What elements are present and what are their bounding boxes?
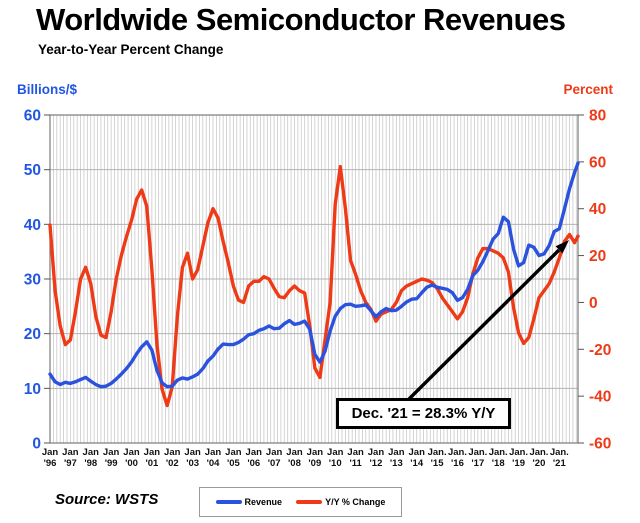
annotation-text: Dec. '21 = 28.3% Y/Y — [351, 405, 496, 422]
svg-text:'19: '19 — [512, 458, 525, 469]
x-axis-labels: Jan'96Jan'97Jan'98Jan'99Jan'00Jan'01Jan'… — [42, 447, 569, 469]
svg-text:60: 60 — [24, 108, 41, 125]
svg-text:60: 60 — [589, 154, 606, 171]
source-credit: Source: WSTS — [55, 491, 159, 508]
svg-text:Jan.: Jan. — [509, 447, 528, 458]
svg-text:'10: '10 — [329, 458, 342, 469]
svg-text:'04: '04 — [207, 458, 221, 469]
svg-text:'02: '02 — [166, 458, 179, 469]
svg-text:Jan: Jan — [103, 447, 120, 458]
svg-text:40: 40 — [589, 201, 606, 218]
legend-item-revenue: Revenue — [215, 497, 283, 507]
svg-text:Jan: Jan — [368, 447, 385, 458]
revenue-line — [48, 161, 580, 389]
svg-text:Jan.: Jan. — [428, 447, 447, 458]
svg-text:30: 30 — [24, 272, 41, 289]
svg-text:'08: '08 — [288, 458, 301, 469]
svg-text:'98: '98 — [84, 458, 97, 469]
svg-text:50: 50 — [24, 162, 41, 179]
svg-text:'13: '13 — [390, 458, 403, 469]
svg-text:'96: '96 — [44, 458, 57, 469]
svg-text:'06: '06 — [247, 458, 260, 469]
svg-text:20: 20 — [24, 326, 41, 343]
svg-text:0: 0 — [589, 295, 598, 312]
svg-text:20: 20 — [589, 248, 606, 265]
svg-text:'05: '05 — [227, 458, 241, 469]
svg-text:'03: '03 — [186, 458, 199, 469]
legend-item-yoy: Y/Y % Change — [296, 497, 385, 507]
svg-text:-60: -60 — [589, 436, 611, 453]
svg-text:Jan: Jan — [123, 447, 140, 458]
svg-text:'00: '00 — [125, 458, 138, 469]
svg-text:Jan.: Jan. — [448, 447, 467, 458]
yoy-line — [48, 164, 580, 408]
svg-text:Jan: Jan — [327, 447, 344, 458]
svg-text:'16: '16 — [451, 458, 464, 469]
svg-text:Jan.: Jan. — [550, 447, 569, 458]
svg-text:'20: '20 — [533, 458, 546, 469]
right-axis-tick-labels: -60 -40 -20 0 20 40 60 80 — [589, 108, 611, 453]
svg-text:Jan: Jan — [347, 447, 364, 458]
svg-text:'11: '11 — [349, 458, 362, 469]
annotation-arrow — [407, 240, 569, 401]
svg-text:Jan: Jan — [225, 447, 242, 458]
yoy-legend-label: Y/Y % Change — [325, 497, 386, 507]
svg-text:Jan: Jan — [388, 447, 405, 458]
svg-text:0: 0 — [32, 436, 41, 453]
svg-text:'14: '14 — [410, 458, 424, 469]
chart-title: Worldwide Semiconductor Revenues — [36, 2, 566, 37]
svg-text:'12: '12 — [370, 458, 383, 469]
svg-text:80: 80 — [589, 108, 606, 125]
svg-text:Jan: Jan — [144, 447, 161, 458]
svg-text:'17: '17 — [471, 458, 484, 469]
svg-text:'99: '99 — [105, 458, 118, 469]
right-axis-caption: Percent — [563, 82, 613, 97]
svg-text:10: 10 — [24, 381, 41, 398]
svg-text:Jan: Jan — [164, 447, 181, 458]
left-axis-tick-labels: 0 10 20 30 40 50 60 — [24, 108, 41, 453]
svg-text:'01: '01 — [145, 458, 159, 469]
left-axis-caption: Billions/$ — [17, 82, 78, 97]
svg-text:Jan: Jan — [205, 447, 222, 458]
horizontal-gridlines — [50, 169, 578, 389]
revenue-legend-label: Revenue — [244, 497, 283, 507]
svg-text:Jan: Jan — [286, 447, 303, 458]
svg-text:'15: '15 — [431, 458, 445, 469]
svg-text:-20: -20 — [589, 342, 611, 359]
svg-text:Jan: Jan — [409, 447, 426, 458]
svg-text:'97: '97 — [64, 458, 77, 469]
svg-text:Jan: Jan — [62, 447, 79, 458]
svg-text:'07: '07 — [268, 458, 281, 469]
chart-subtitle: Year-to-Year Percent Change — [38, 42, 224, 57]
svg-text:40: 40 — [24, 217, 41, 234]
svg-text:Jan: Jan — [83, 447, 100, 458]
legend: Revenue Y/Y % Change — [199, 487, 402, 517]
svg-text:Jan.: Jan. — [529, 447, 548, 458]
svg-text:Jan: Jan — [266, 447, 283, 458]
svg-text:Jan: Jan — [42, 447, 59, 458]
svg-text:Jan: Jan — [246, 447, 263, 458]
annotation-box: Dec. '21 = 28.3% Y/Y — [336, 398, 511, 429]
svg-text:'21: '21 — [553, 458, 567, 469]
revenue-swatch — [215, 500, 242, 504]
svg-text:Jan: Jan — [307, 447, 324, 458]
svg-text:'18: '18 — [492, 458, 505, 469]
svg-text:Jan.: Jan. — [468, 447, 487, 458]
svg-text:'09: '09 — [308, 458, 321, 469]
svg-text:Jan.: Jan. — [489, 447, 508, 458]
yoy-swatch — [296, 500, 323, 504]
svg-text:Jan: Jan — [184, 447, 201, 458]
svg-text:-40: -40 — [589, 389, 611, 406]
